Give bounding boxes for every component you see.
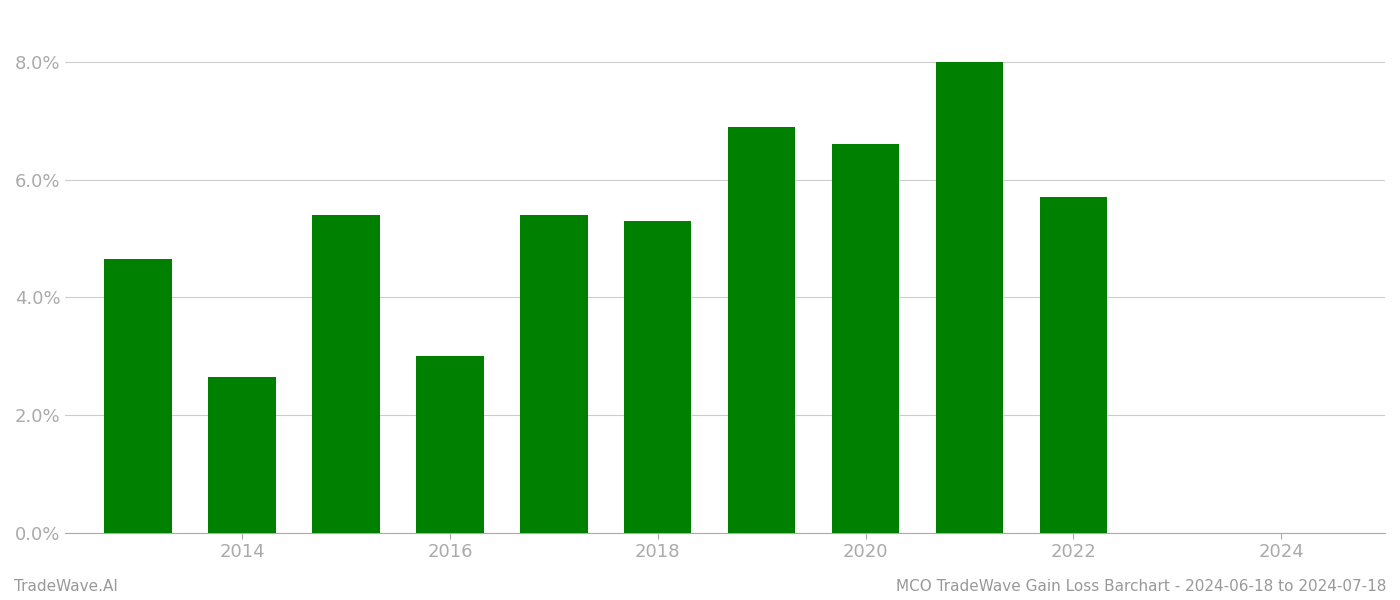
Bar xyxy=(728,127,795,533)
Bar xyxy=(519,215,588,533)
Bar xyxy=(1040,197,1107,533)
Bar xyxy=(209,377,276,533)
Bar xyxy=(105,259,172,533)
Text: TradeWave.AI: TradeWave.AI xyxy=(14,579,118,594)
Bar xyxy=(624,221,692,533)
Bar xyxy=(832,145,899,533)
Text: MCO TradeWave Gain Loss Barchart - 2024-06-18 to 2024-07-18: MCO TradeWave Gain Loss Barchart - 2024-… xyxy=(896,579,1386,594)
Bar xyxy=(312,215,379,533)
Bar xyxy=(416,356,483,533)
Bar xyxy=(935,62,1004,533)
